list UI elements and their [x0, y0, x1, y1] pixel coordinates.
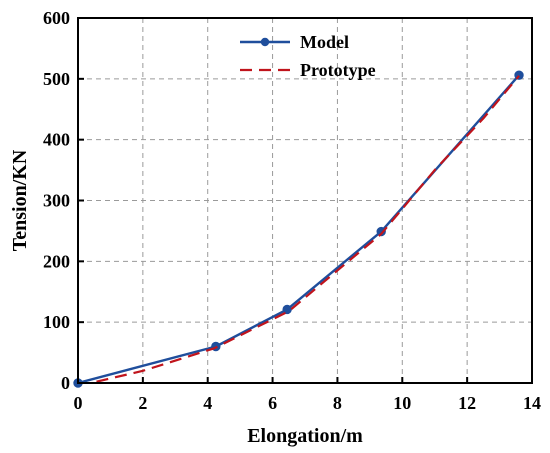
- y-tick-label: 600: [43, 8, 70, 28]
- legend: Model Prototype: [240, 32, 376, 80]
- x-tick-label: 10: [393, 393, 411, 413]
- series-point-model: [282, 304, 292, 315]
- y-axis-label: Tension/KN: [9, 149, 31, 251]
- ticks: 0 2 4 6 8 10 12 14 0 100 200 300 400 500 600: [43, 8, 541, 413]
- series-point-model: [376, 226, 386, 237]
- x-tick-label: 6: [268, 393, 277, 413]
- x-tick-label: 0: [74, 393, 83, 413]
- x-tick-label: 4: [203, 393, 212, 413]
- y-tick-label: 0: [61, 373, 70, 393]
- grid: [78, 18, 532, 383]
- x-axis-label: Elongation/m: [247, 425, 363, 447]
- x-tick-label: 12: [458, 393, 476, 413]
- y-tick-label: 500: [43, 69, 70, 89]
- y-tick-label: 200: [43, 251, 70, 271]
- series-line-prototype: [86, 75, 520, 383]
- legend-label-prototype: Prototype: [300, 60, 376, 80]
- y-tick-label: 300: [43, 191, 70, 211]
- series-line-model: [78, 74, 520, 383]
- legend-label-model: Model: [300, 32, 349, 52]
- series-layer: [73, 70, 524, 388]
- legend-marker-model: [260, 37, 270, 47]
- x-tick-label: 2: [138, 393, 147, 413]
- y-tick-label: 100: [43, 312, 70, 332]
- y-tick-label: 400: [43, 130, 70, 150]
- x-tick-label: 8: [333, 393, 342, 413]
- x-tick-label: 14: [523, 393, 541, 413]
